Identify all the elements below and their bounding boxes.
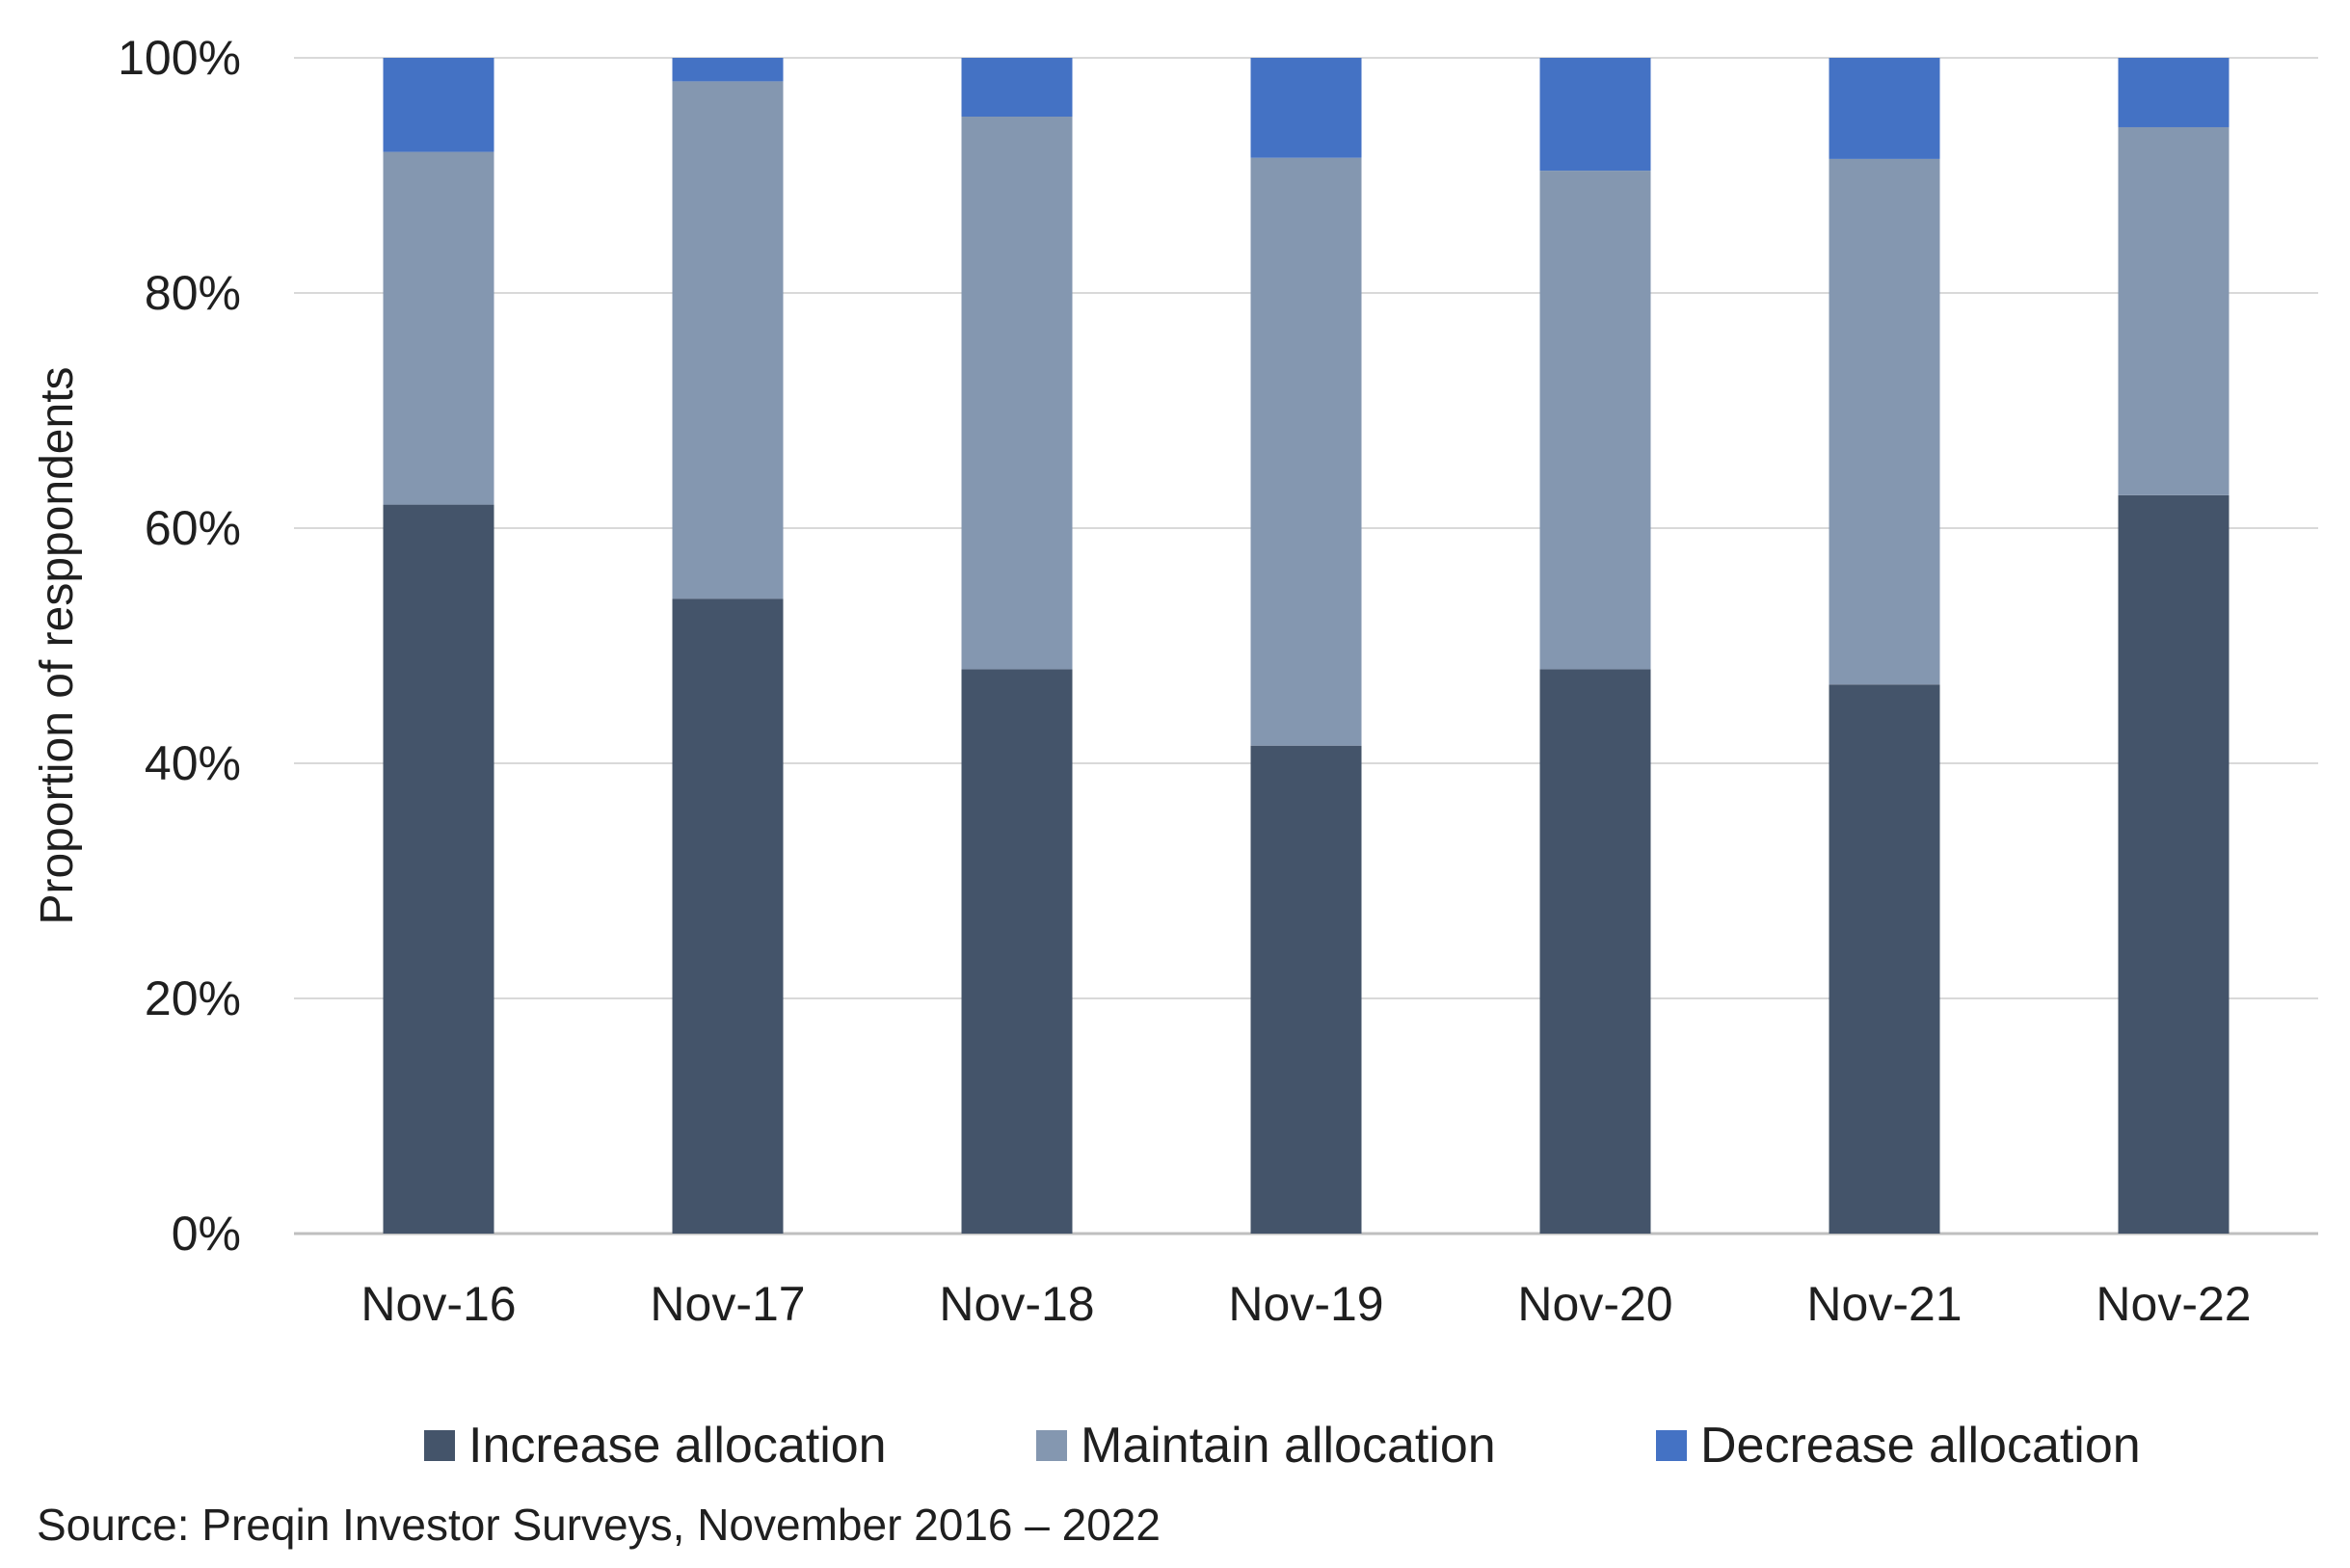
y-tick-label: 60% bbox=[145, 501, 241, 555]
legend-label: Decrease allocation bbox=[1700, 1418, 2141, 1474]
axes: 0% 20% 40% 60% 80% 100% Nov-16 Nov-17 Nov-18 Nov-… bbox=[118, 31, 2251, 1331]
legend-item: Maintain allocation bbox=[1036, 1407, 1496, 1484]
bar-segment-maintain bbox=[1539, 171, 1651, 670]
legend-swatch bbox=[1656, 1430, 1687, 1461]
bar-segment-increase bbox=[383, 504, 494, 1234]
bar-segment-maintain bbox=[961, 117, 1073, 670]
y-tick-label: 20% bbox=[145, 971, 241, 1025]
x-tick-label: Nov-21 bbox=[1806, 1277, 1962, 1331]
legend-swatch bbox=[424, 1430, 455, 1461]
bar-segment-decrease bbox=[672, 58, 784, 82]
bars bbox=[383, 58, 2230, 1234]
x-tick-label: Nov-20 bbox=[1517, 1277, 1672, 1331]
x-tick-label: Nov-18 bbox=[939, 1277, 1094, 1331]
bar-segment-maintain bbox=[2118, 126, 2230, 495]
bar-segment-decrease bbox=[1250, 58, 1362, 158]
bar-segment-increase bbox=[2118, 494, 2230, 1234]
bar-segment-increase bbox=[961, 669, 1073, 1234]
y-tick-label: 100% bbox=[118, 31, 241, 85]
bar-segment-increase bbox=[1250, 745, 1362, 1234]
bar-segment-maintain bbox=[383, 151, 494, 505]
bar-segment-increase bbox=[1539, 669, 1651, 1234]
bar-segment-decrease bbox=[1829, 58, 1940, 159]
x-tick-label: Nov-22 bbox=[2096, 1277, 2251, 1331]
legend-swatch bbox=[1036, 1430, 1067, 1461]
x-tick-label: Nov-19 bbox=[1228, 1277, 1383, 1331]
bar-segment-decrease bbox=[1539, 58, 1651, 172]
legend-item: Increase allocation bbox=[424, 1407, 887, 1484]
bar-segment-increase bbox=[1829, 684, 1940, 1234]
bar-segment-decrease bbox=[383, 58, 494, 152]
bar-segment-maintain bbox=[1829, 158, 1940, 685]
legend-label: Increase allocation bbox=[468, 1418, 887, 1474]
chart: 0% 20% 40% 60% 80% 100% Nov-16 Nov-17 Nov-18 Nov-… bbox=[32, 31, 2318, 1331]
y-tick-label: 0% bbox=[172, 1207, 241, 1261]
legend-label: Maintain allocation bbox=[1081, 1418, 1496, 1474]
x-tick-label: Nov-16 bbox=[361, 1277, 516, 1331]
bar-segment-maintain bbox=[672, 81, 784, 599]
bar-segment-decrease bbox=[961, 58, 1073, 117]
source-note: Source: Preqin Investor Surveys, Novembe… bbox=[37, 1500, 1161, 1550]
y-tick-label: 80% bbox=[145, 266, 241, 320]
bar-segment-increase bbox=[672, 598, 784, 1234]
bar-segment-decrease bbox=[2118, 58, 2230, 127]
legend: Increase allocation Maintain allocation De… bbox=[0, 1407, 2350, 1484]
y-tick-label: 40% bbox=[145, 736, 241, 790]
legend-item: Decrease allocation bbox=[1656, 1407, 2141, 1484]
bar-segment-maintain bbox=[1250, 157, 1362, 746]
x-tick-label: Nov-17 bbox=[650, 1277, 805, 1331]
y-axis-title: Proportion of resppondents bbox=[32, 366, 83, 924]
